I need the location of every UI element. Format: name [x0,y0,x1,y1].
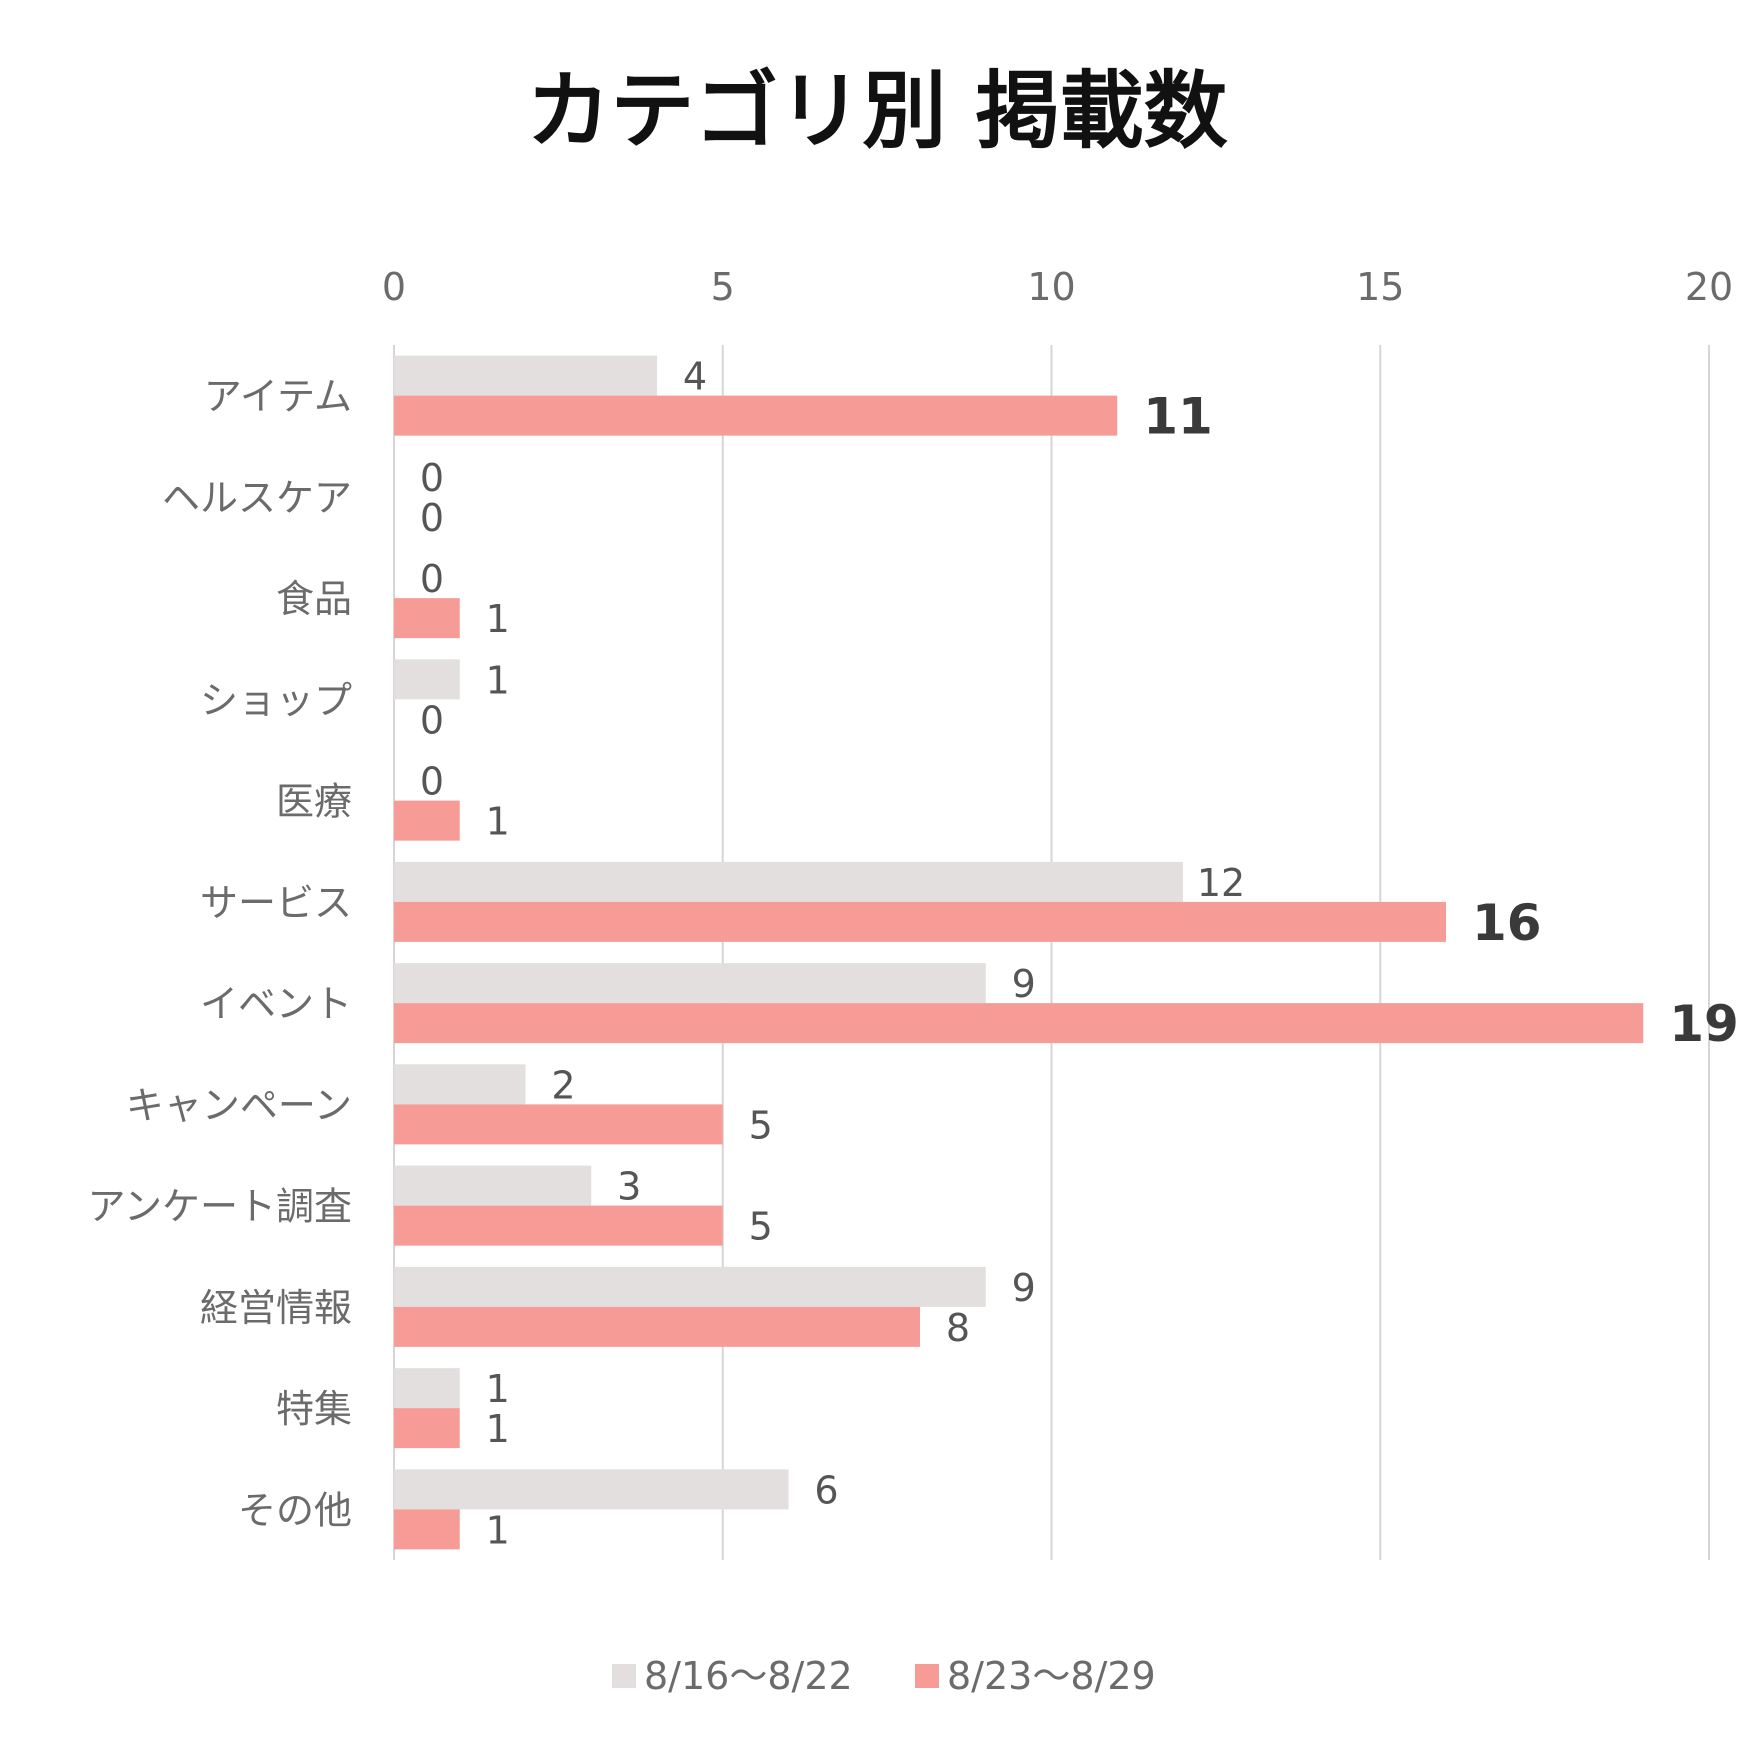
category-label: キャンペーン [126,1083,352,1127]
chart-title: カテゴリ別 掲載数 [526,62,1227,160]
bar-series-1 [394,1368,460,1409]
data-label: 5 [749,1205,773,1249]
category-label: アンケート調査 [88,1185,352,1229]
data-label: 11 [1143,388,1213,446]
legend-label: 8/16〜8/22 [644,1654,853,1698]
category-label: 医療 [276,780,352,824]
data-label: 0 [420,496,444,540]
data-label: 5 [749,1103,773,1147]
bar-series-2 [394,1509,460,1550]
category-label: アイテム [204,375,352,419]
data-label: 0 [420,698,444,742]
category-label: 経営情報 [200,1286,352,1330]
category-label: ヘルスケア [162,476,352,520]
category-label: 特集 [276,1387,352,1431]
data-label: 0 [420,557,444,601]
legend-swatch [915,1664,939,1688]
x-tick-label: 5 [711,265,735,309]
legend-swatch [612,1664,636,1688]
bar-series-2 [394,1306,920,1347]
category-labels: アイテムヘルスケア食品ショップ医療サービスイベントキャンペーンアンケート調査経営… [88,375,352,1533]
data-label: 1 [486,800,510,844]
data-label: 9 [1012,962,1036,1006]
data-label: 1 [486,1508,510,1552]
bar-series-1 [394,963,986,1004]
bar-series-1 [394,1165,592,1206]
data-label: 19 [1669,995,1739,1053]
category-label: 食品 [276,577,352,621]
x-tick-label: 20 [1685,265,1733,309]
data-label: 2 [551,1063,575,1107]
bars [394,355,1644,1550]
gridlines [393,345,1710,1560]
data-label: 1 [486,1367,510,1411]
data-label: 9 [1012,1266,1036,1310]
data-label: 0 [420,456,444,500]
bar-series-2 [394,1408,460,1449]
legend: 8/16〜8/22 8/23〜8/29 [612,1654,1156,1698]
legend-label: 8/23〜8/29 [947,1654,1156,1698]
x-tick-label: 15 [1356,265,1404,309]
x-axis-ticks: 0 5 10 15 20 [382,265,1733,309]
data-label: 8 [946,1306,970,1350]
data-label: 6 [814,1468,838,1512]
bar-series-2 [394,598,460,639]
data-label: 3 [617,1165,641,1209]
bar-series-2 [394,395,1118,436]
data-label: 1 [486,597,510,641]
bar-series-2 [394,1205,723,1246]
bar-series-2 [394,1003,1644,1044]
category-label: イベント [200,982,352,1026]
bar-series-1 [394,1064,526,1105]
data-label: 1 [486,1407,510,1451]
bar-series-1 [394,1469,789,1510]
bar-series-1 [394,659,460,700]
category-label: サービス [200,881,352,925]
bar-series-1 [394,861,1183,902]
data-label: 12 [1197,861,1245,905]
x-tick-label: 10 [1027,265,1075,309]
bar-series-2 [394,800,460,841]
data-label: 0 [420,760,444,804]
category-label: ショップ [200,678,352,722]
bar-series-2 [394,901,1446,942]
x-tick-label: 0 [382,265,406,309]
bar-series-1 [394,355,657,396]
data-label: 4 [683,355,707,399]
data-label: 16 [1472,894,1542,952]
category-label: その他 [238,1488,352,1532]
bar-series-2 [394,1104,723,1145]
data-label: 1 [486,658,510,702]
bar-series-1 [394,1266,986,1307]
